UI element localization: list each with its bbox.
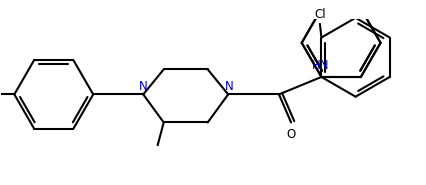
- Text: N: N: [139, 80, 148, 93]
- Text: Cl: Cl: [314, 8, 326, 21]
- Text: N: N: [225, 80, 233, 93]
- Text: HN: HN: [312, 59, 329, 72]
- Text: O: O: [286, 128, 296, 141]
